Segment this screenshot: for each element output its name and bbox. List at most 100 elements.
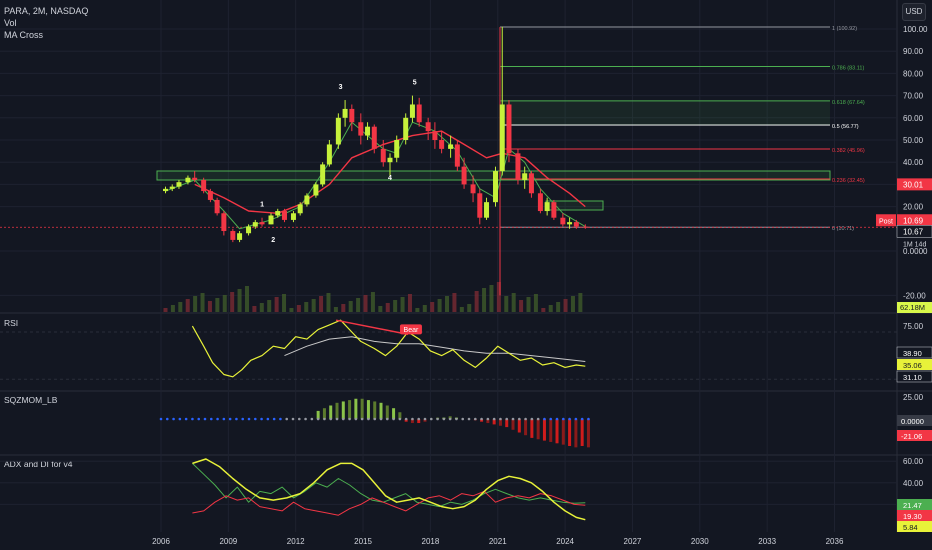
sqzmom-dot [562, 417, 565, 421]
sqzmom-bar [492, 419, 496, 425]
volume-bar [415, 308, 420, 312]
sqzmom-dot [505, 417, 509, 421]
volume-bar [385, 303, 390, 312]
sqzmom-dot [518, 417, 521, 421]
volume-indicator-label[interactable]: Vol [4, 18, 17, 28]
sqzmom-dot [411, 417, 414, 421]
adx-y-tick: 40.00 [903, 479, 924, 488]
sqzmom-dot [555, 417, 559, 421]
sqzmom-dot [335, 417, 339, 421]
sqzmom-title: SQZMOM_LB [4, 395, 58, 405]
rsi-line [191, 319, 586, 378]
volume-bar [296, 305, 301, 312]
sqzmom-dot [228, 417, 232, 421]
volume-bar [422, 305, 427, 312]
sqzmom-dot [285, 417, 289, 421]
y-tick-label: 20.00 [903, 203, 924, 212]
sqzmom-bar [580, 419, 584, 446]
candle-body [252, 222, 258, 227]
symbol-label[interactable]: PARA, 2M, NASDAQ [4, 6, 89, 16]
candle-body [506, 104, 512, 154]
fib-level-label: 1 (100.92) [832, 26, 857, 32]
sqzmom-dot [511, 417, 515, 421]
volume-bar [311, 299, 316, 312]
candle-body [221, 213, 227, 232]
fib-level-label: 0.786 (83.11) [832, 65, 864, 71]
sqzmom-dot [203, 417, 207, 421]
volume-bar [430, 302, 435, 312]
candle-body [387, 157, 393, 163]
ma-cross-indicator-label[interactable]: MA Cross [4, 30, 44, 40]
sqzmom-bar [373, 401, 377, 419]
candle-body [313, 184, 319, 196]
sqzmom-bar [574, 419, 578, 448]
volume-bar [370, 292, 375, 312]
sqzmom-bar [561, 419, 565, 445]
candle-body [573, 222, 579, 227]
adx-y-tick: 60.00 [903, 457, 924, 466]
candle-body [409, 104, 415, 118]
sqzmom-dot [323, 417, 326, 421]
sqzmom-dot [574, 417, 578, 421]
sqzmom-tag-label: -21.06 [901, 432, 922, 441]
sqzmom-dot [222, 417, 226, 421]
candle-body [237, 233, 243, 240]
volume-tag-label: 62.18M [900, 303, 925, 312]
candle-body [192, 177, 198, 180]
sqzmom-dot [492, 417, 496, 421]
sqzmom-dot [165, 417, 169, 421]
volume-bar [533, 294, 538, 312]
adx-tag-label: 21.47 [903, 501, 922, 510]
candle-body [246, 226, 252, 234]
candle-body [342, 108, 348, 118]
rsi-tag-label: 38.90 [903, 349, 922, 358]
y-tick-label: 70.00 [903, 92, 924, 101]
rsi-tag [897, 359, 932, 370]
di-minus-line [192, 490, 586, 516]
x-tick-label: 2021 [489, 537, 507, 546]
y-tick-label: 80.00 [903, 69, 924, 78]
volume-bar [200, 293, 205, 312]
sqzmom-bar [505, 419, 509, 428]
sqzmom-y-tick: 25.00 [903, 393, 924, 402]
sqzmom-dot [191, 417, 194, 421]
volume-bar [267, 300, 272, 312]
volume-bar [378, 306, 383, 312]
sqzmom-dot [486, 417, 490, 421]
volume-bar [163, 308, 168, 312]
x-tick-label: 2033 [758, 537, 776, 546]
adx-title: ADX and DI for v4 [4, 459, 73, 469]
currency-button[interactable]: USD [902, 3, 926, 21]
sqzmom-bar [524, 419, 528, 436]
volume-bar [548, 305, 553, 312]
sqzmom-dot [461, 417, 465, 421]
sqzmom-dot [348, 417, 351, 421]
sqzmom-dot [297, 417, 301, 421]
sqzmom-dot [247, 417, 251, 421]
sqzmom-dot [499, 417, 502, 421]
candle-body [537, 193, 543, 212]
sqzmom-dot [379, 417, 383, 421]
y-tick-label: 40.00 [903, 158, 924, 167]
sqzmom-dot [184, 417, 188, 421]
candle-body [297, 204, 303, 214]
y-tick-label: 90.00 [903, 47, 924, 56]
adx-tag-label: 5.84 [903, 523, 918, 532]
pane-bg [0, 455, 897, 532]
volume-bar [489, 285, 494, 312]
candle-body [214, 199, 220, 214]
volume-bar [467, 304, 472, 312]
sqzmom-bar [410, 419, 414, 424]
candle-body [515, 153, 521, 180]
bear-divergence-line [335, 319, 409, 336]
candle-body [461, 166, 467, 185]
sqzmom-bar [480, 419, 484, 422]
fib-level-label: 0.5 (56.77) [832, 124, 859, 130]
x-tick-label: 2006 [152, 537, 170, 546]
candle-body [416, 104, 422, 123]
sqzmom-bar [417, 419, 421, 424]
candle-body [176, 182, 182, 187]
volume-bar [215, 298, 220, 312]
rsi-y-tick: 75.00 [903, 322, 924, 331]
